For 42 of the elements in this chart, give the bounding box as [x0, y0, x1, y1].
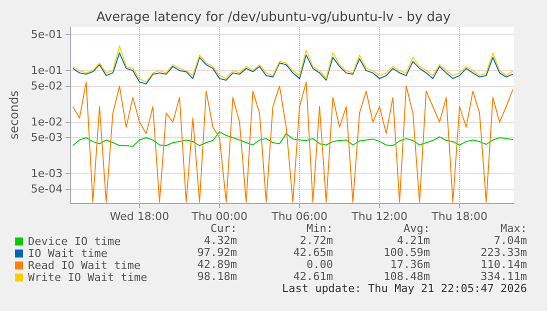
text: 100.59m [384, 246, 430, 259]
x-tick-label: Thu 12:00 [350, 210, 408, 223]
text: 4.32m [204, 234, 238, 247]
text: Avg: [404, 222, 430, 235]
text: 223.33m [480, 246, 528, 259]
legend-label: Write IO Wait time [28, 271, 148, 284]
x-tick-label: Thu 00:00 [190, 210, 248, 223]
x-tick-label: Thu 06:00 [270, 210, 328, 223]
line-series [72, 45, 514, 83]
legend-label: Device IO time [28, 235, 121, 248]
text: Last update: Thu May 21 22:05:47 2026 [282, 282, 527, 295]
text: 17.36m [390, 258, 430, 271]
y-tick-label: 5e-04 [30, 182, 63, 196]
text: 334.11m [480, 270, 528, 283]
y-tick-label: 5e-03 [30, 131, 63, 144]
chart-title: Average latency for /dev/ubuntu-vg/ubuntu-lv - by day [96, 10, 451, 25]
text: 4.21m [396, 234, 430, 247]
x-tick-label: Thu 18:00 [430, 210, 488, 223]
text: Min: [306, 222, 333, 235]
y-tick-label: 5e-02 [30, 80, 63, 93]
line-series [72, 131, 514, 147]
text: 2.72m [300, 234, 334, 247]
text: 42.65m [293, 246, 334, 259]
text: 42.89m [197, 258, 238, 271]
text: 42.61m [293, 270, 334, 283]
text: 108.48m [384, 270, 430, 283]
y-tick-label: 5e-01 [30, 28, 63, 42]
y-tick-label: 1e-02 [30, 116, 63, 129]
line-series [72, 52, 514, 84]
legend-label: IO Wait time [28, 247, 108, 260]
text: 110.14m [480, 258, 528, 271]
y-tick-label: 1e-01 [30, 64, 63, 78]
text: 98.18m [197, 270, 238, 283]
text: 0.00 [306, 258, 333, 271]
x-tick-label: Wed 18:00 [110, 210, 170, 223]
text: 7.04m [494, 234, 528, 247]
legend-label: Read IO Wait time [28, 259, 141, 272]
text: Cur: [210, 222, 237, 235]
y-tick-label: 1e-03 [30, 167, 63, 180]
y-axis-title: seconds [7, 90, 21, 140]
text: Max: [500, 222, 527, 235]
text: 97.92m [197, 246, 238, 259]
